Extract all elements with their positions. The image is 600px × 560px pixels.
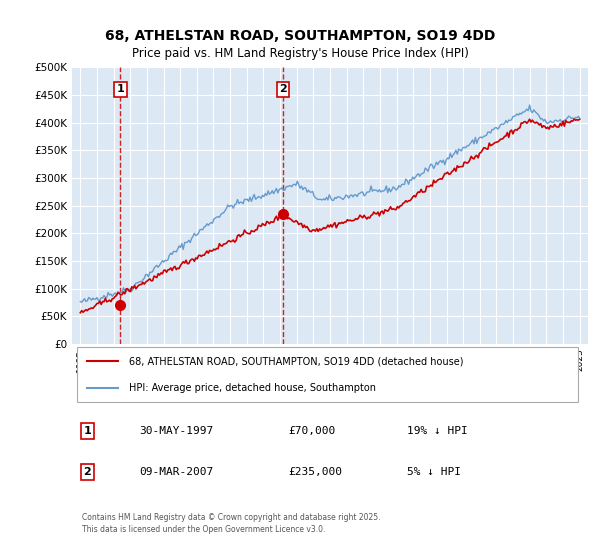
FancyBboxPatch shape <box>77 347 578 402</box>
Text: 5% ↓ HPI: 5% ↓ HPI <box>407 466 461 477</box>
Text: 2: 2 <box>83 466 91 477</box>
Text: Contains HM Land Registry data © Crown copyright and database right 2025.
This d: Contains HM Land Registry data © Crown c… <box>82 513 381 534</box>
Text: 1: 1 <box>83 426 91 436</box>
Text: 68, ATHELSTAN ROAD, SOUTHAMPTON, SO19 4DD (detached house): 68, ATHELSTAN ROAD, SOUTHAMPTON, SO19 4D… <box>129 356 463 366</box>
Text: HPI: Average price, detached house, Southampton: HPI: Average price, detached house, Sout… <box>129 383 376 393</box>
Text: 09-MAR-2007: 09-MAR-2007 <box>139 466 214 477</box>
Text: £70,000: £70,000 <box>289 426 336 436</box>
Text: 2: 2 <box>280 85 287 94</box>
Text: 68, ATHELSTAN ROAD, SOUTHAMPTON, SO19 4DD: 68, ATHELSTAN ROAD, SOUTHAMPTON, SO19 4D… <box>105 29 495 44</box>
Text: 1: 1 <box>116 85 124 94</box>
Text: 19% ↓ HPI: 19% ↓ HPI <box>407 426 468 436</box>
Text: 30-MAY-1997: 30-MAY-1997 <box>139 426 214 436</box>
Text: Price paid vs. HM Land Registry's House Price Index (HPI): Price paid vs. HM Land Registry's House … <box>131 46 469 60</box>
Text: £235,000: £235,000 <box>289 466 343 477</box>
